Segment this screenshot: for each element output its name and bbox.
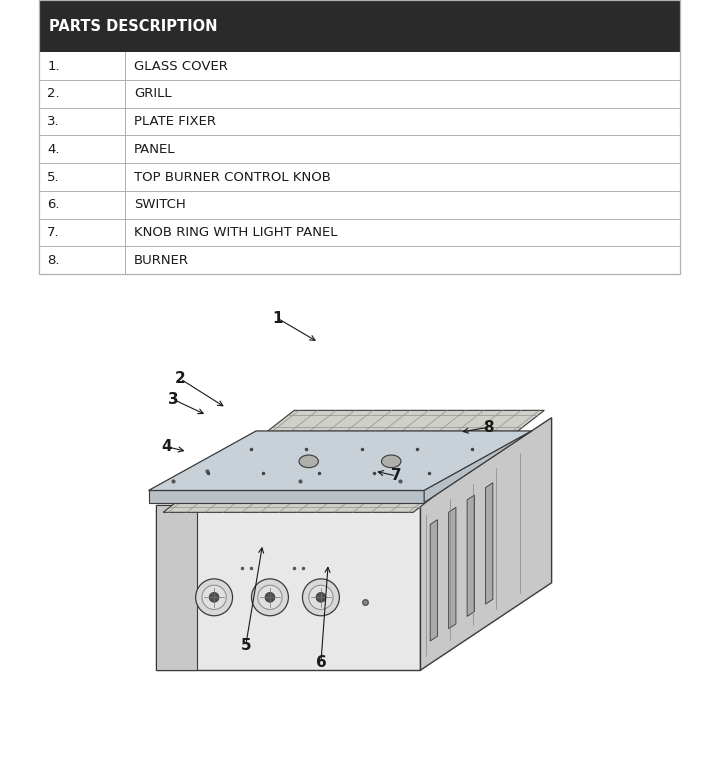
Circle shape — [309, 585, 333, 609]
Polygon shape — [467, 495, 474, 616]
Polygon shape — [448, 507, 456, 629]
Text: TOP BURNER CONTROL KNOB: TOP BURNER CONTROL KNOB — [134, 170, 331, 183]
Text: PARTS DESCRIPTION: PARTS DESCRIPTION — [49, 19, 218, 33]
Circle shape — [265, 592, 275, 602]
Circle shape — [316, 592, 326, 602]
Circle shape — [252, 579, 288, 615]
Bar — [39, 80, 680, 108]
Text: GRILL: GRILL — [134, 88, 171, 100]
Text: GLASS COVER: GLASS COVER — [134, 60, 228, 73]
Text: 6.: 6. — [47, 198, 60, 211]
Bar — [39, 0, 680, 53]
Polygon shape — [149, 431, 532, 490]
Polygon shape — [156, 483, 450, 503]
Bar — [39, 191, 680, 218]
Ellipse shape — [290, 450, 327, 473]
Text: 6: 6 — [316, 655, 326, 671]
Ellipse shape — [299, 455, 319, 468]
Polygon shape — [156, 505, 197, 670]
Ellipse shape — [280, 443, 338, 480]
Text: 8.: 8. — [47, 253, 60, 267]
Text: 3.: 3. — [47, 115, 60, 128]
Text: 4: 4 — [161, 439, 172, 455]
Bar — [39, 163, 680, 191]
Text: PANEL: PANEL — [134, 143, 176, 156]
Text: 8: 8 — [483, 420, 493, 435]
Bar — [39, 53, 680, 80]
Polygon shape — [156, 505, 420, 670]
Text: SWITCH: SWITCH — [134, 198, 185, 211]
Bar — [39, 246, 680, 274]
Text: 1: 1 — [272, 311, 283, 326]
Circle shape — [196, 579, 233, 615]
Text: 5: 5 — [240, 639, 251, 653]
Ellipse shape — [373, 450, 410, 473]
Bar — [39, 135, 680, 163]
Polygon shape — [420, 418, 551, 670]
Bar — [39, 108, 680, 135]
Polygon shape — [163, 410, 544, 512]
Text: 2: 2 — [175, 371, 185, 386]
Ellipse shape — [362, 443, 420, 479]
Circle shape — [258, 585, 282, 609]
Bar — [39, 218, 680, 246]
Text: 3: 3 — [168, 392, 178, 406]
Circle shape — [209, 592, 219, 602]
Circle shape — [202, 585, 226, 609]
Text: 5.: 5. — [47, 170, 60, 183]
Text: 7: 7 — [391, 469, 402, 483]
Circle shape — [302, 579, 339, 615]
Text: 2.: 2. — [47, 88, 60, 100]
Text: 4.: 4. — [47, 143, 60, 156]
Polygon shape — [430, 520, 438, 641]
Text: KNOB RING WITH LIGHT PANEL: KNOB RING WITH LIGHT PANEL — [134, 226, 338, 239]
Ellipse shape — [381, 455, 401, 468]
Text: BURNER: BURNER — [134, 253, 189, 267]
Text: PLATE FIXER: PLATE FIXER — [134, 115, 216, 128]
Polygon shape — [486, 483, 493, 605]
Text: 7.: 7. — [47, 226, 60, 239]
Polygon shape — [149, 490, 424, 503]
Text: 1.: 1. — [47, 60, 60, 73]
Polygon shape — [424, 431, 532, 503]
